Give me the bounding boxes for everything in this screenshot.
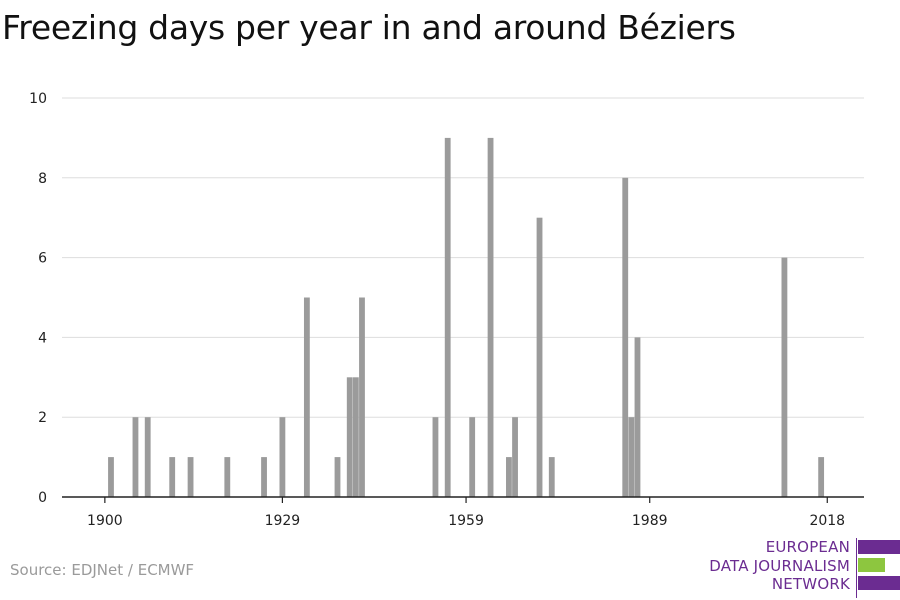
bar bbox=[548, 457, 555, 497]
axes: 0 2 4 6 8 10 1900 1929 1959 1989 2018 bbox=[29, 91, 864, 529]
logo-bar-purple-bottom bbox=[858, 576, 900, 590]
bar bbox=[346, 377, 353, 497]
y-tick-label: 4 bbox=[38, 330, 47, 346]
logo-line-3: NETWORK bbox=[771, 575, 850, 593]
bar bbox=[261, 457, 267, 497]
bar bbox=[634, 337, 641, 497]
bar bbox=[622, 177, 629, 498]
bar bbox=[132, 417, 139, 497]
bar bbox=[781, 257, 788, 497]
bar bbox=[108, 457, 114, 497]
bar bbox=[536, 217, 543, 497]
chart-title: Freezing days per year in and around Béz… bbox=[2, 8, 736, 47]
bar bbox=[512, 417, 518, 497]
bar bbox=[279, 417, 286, 497]
y-tick-label: 8 bbox=[38, 171, 47, 187]
bar bbox=[359, 297, 365, 497]
bar bbox=[818, 457, 825, 497]
bar bbox=[432, 417, 439, 497]
x-tick-label: 1989 bbox=[632, 513, 668, 529]
y-tick-label: 2 bbox=[38, 410, 47, 426]
logo-bar-green bbox=[858, 558, 885, 572]
x-tick-label: 2018 bbox=[809, 513, 845, 529]
logo-bar-purple-top bbox=[858, 540, 900, 554]
bar bbox=[506, 457, 512, 497]
logo-line-1: EUROPEAN bbox=[765, 538, 850, 556]
source-note: Source: EDJNet / ECMWF bbox=[10, 561, 195, 579]
bar bbox=[352, 377, 359, 497]
x-tick-label: 1959 bbox=[448, 513, 484, 529]
bar bbox=[487, 137, 494, 497]
bar bbox=[187, 457, 194, 497]
bar bbox=[169, 457, 176, 497]
bar bbox=[469, 417, 476, 497]
logo-line-2: DATA JOURNALISM bbox=[709, 557, 850, 575]
bar bbox=[224, 457, 231, 497]
y-tick-label: 0 bbox=[38, 490, 47, 506]
logo-divider bbox=[856, 538, 857, 598]
y-tick-label: 6 bbox=[38, 251, 47, 267]
grid-lines bbox=[62, 97, 864, 418]
y-tick-label: 10 bbox=[29, 91, 47, 107]
edjnet-logo: EUROPEAN DATA JOURNALISM NETWORK bbox=[700, 538, 900, 598]
bar bbox=[334, 457, 341, 497]
bar bbox=[303, 297, 310, 497]
x-tick-label: 1929 bbox=[265, 513, 301, 529]
bar bbox=[628, 417, 635, 497]
bar bbox=[144, 417, 151, 497]
bars bbox=[108, 137, 825, 498]
x-tick-label: 1900 bbox=[87, 513, 123, 529]
bar bbox=[444, 137, 451, 497]
